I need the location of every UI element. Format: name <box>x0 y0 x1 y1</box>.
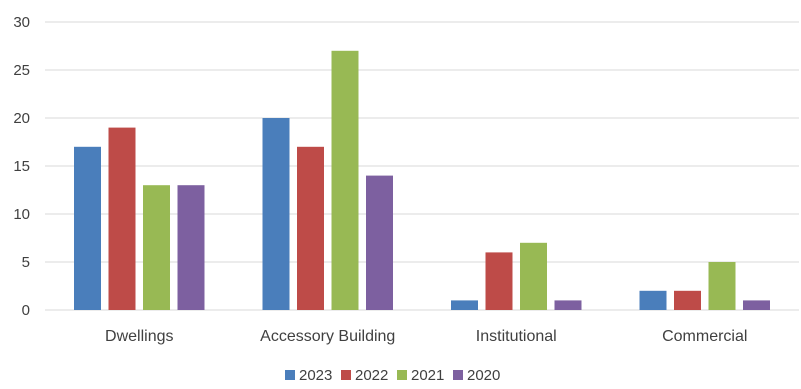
bar-2022-accessory-building <box>297 146 324 310</box>
legend-label-2022: 2022 <box>355 367 388 384</box>
bar-2023-institutional <box>451 300 478 310</box>
y-tick-label: 20 <box>13 110 30 127</box>
legend-swatch-2021 <box>397 370 407 380</box>
y-tick-label: 25 <box>13 62 30 79</box>
legend-label-2021: 2021 <box>411 367 444 384</box>
x-axis-category-labels: Dwellings Accessory Building Institutional… <box>105 328 747 345</box>
bar-2020-commercial <box>743 300 770 310</box>
y-tick-label: 5 <box>22 254 30 271</box>
bar-2021-commercial <box>708 262 736 310</box>
bar-2022-dwellings <box>108 127 136 310</box>
bar-2023-commercial <box>639 290 667 310</box>
bar-2020-institutional <box>554 300 582 310</box>
y-tick-label: 0 <box>22 302 30 319</box>
legend-swatch-2020 <box>453 370 463 380</box>
bars <box>74 50 770 311</box>
y-tick-label: 15 <box>13 158 30 175</box>
y-axis-tick-labels: 0 5 10 15 20 25 30 <box>13 14 30 319</box>
legend-label-2023: 2023 <box>299 367 332 384</box>
bar-2021-institutional <box>520 242 547 310</box>
legend: 2023 2022 2021 2020 <box>285 367 500 384</box>
legend-label-2020: 2020 <box>467 367 500 384</box>
x-category-label: Commercial <box>662 328 747 345</box>
y-tick-label: 30 <box>13 14 30 31</box>
bar-2023-dwellings <box>74 146 101 310</box>
legend-swatch-2023 <box>285 370 295 380</box>
bar-2022-institutional <box>485 252 513 310</box>
bar-2021-dwellings <box>143 185 170 310</box>
bar-2020-accessory-building <box>366 175 393 310</box>
x-category-label: Accessory Building <box>260 328 395 345</box>
legend-swatch-2022 <box>341 370 351 380</box>
bar-2023-accessory-building <box>262 118 290 310</box>
bar-2021-accessory-building <box>331 50 359 311</box>
x-category-label: Dwellings <box>105 328 173 345</box>
bar-2022-commercial <box>674 290 701 310</box>
y-tick-label: 10 <box>13 206 30 223</box>
x-category-label: Institutional <box>476 328 557 345</box>
bar-2020-dwellings <box>177 185 205 310</box>
gridlines <box>45 21 799 311</box>
